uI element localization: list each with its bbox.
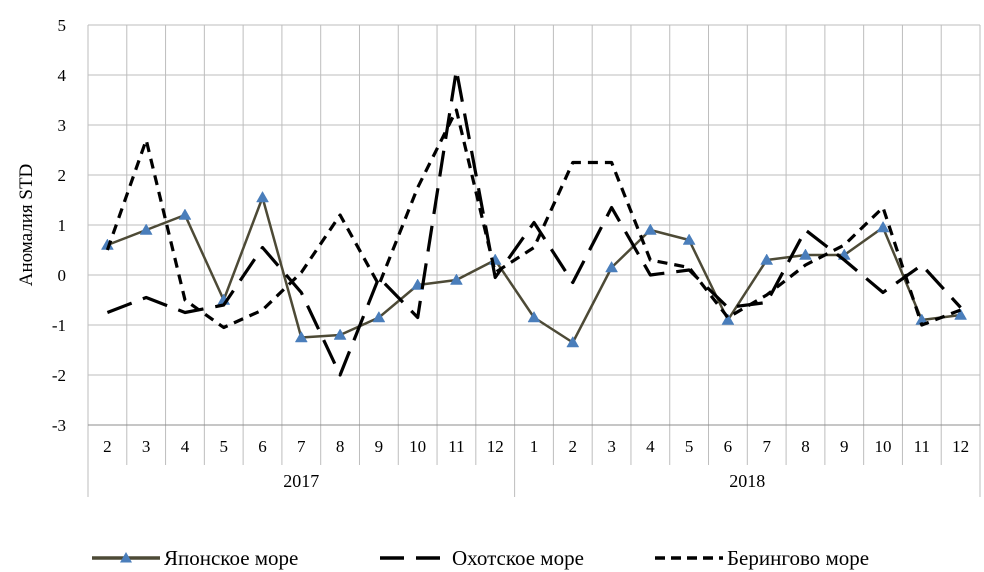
- x-tick-label: 5: [219, 437, 228, 456]
- x-tick-label: 7: [762, 437, 771, 456]
- data-point-marker: [527, 310, 541, 323]
- x-tick-label: 4: [646, 437, 655, 456]
- x-tick-label: 7: [297, 437, 306, 456]
- x-tick-label: 2: [103, 437, 112, 456]
- y-tick-label: -2: [52, 366, 66, 385]
- data-point-marker: [566, 335, 580, 348]
- y-tick-label: -1: [52, 316, 66, 335]
- data-point-marker: [294, 330, 308, 343]
- legend-label: Берингово море: [727, 546, 869, 570]
- legend-marker: [120, 552, 132, 563]
- x-tick-label: 9: [840, 437, 849, 456]
- year-label: 2018: [729, 471, 765, 491]
- y-tick-label: 1: [58, 216, 67, 235]
- x-tick-label: 10: [875, 437, 892, 456]
- data-point-marker: [876, 220, 890, 233]
- x-tick-label: 8: [336, 437, 345, 456]
- data-point-marker: [643, 223, 657, 235]
- x-tick-label: 12: [952, 437, 969, 456]
- data-point-marker: [450, 273, 463, 285]
- year-label: 2017: [283, 471, 319, 491]
- y-axis-ticks: -3 -2 -1 0 1 2 3 4 5: [52, 16, 67, 435]
- series-line-1: [106, 68, 962, 377]
- x-tick-label: 2: [569, 437, 578, 456]
- data-point-marker: [411, 278, 425, 290]
- data-point-marker: [372, 310, 386, 323]
- x-tick-label: 6: [258, 437, 267, 456]
- data-point-marker: [178, 208, 192, 220]
- legend-label: Японское море: [164, 546, 298, 570]
- x-tick-label: 11: [448, 437, 464, 456]
- data-point-marker: [799, 248, 812, 260]
- x-tick-label: 5: [685, 437, 694, 456]
- data-point-marker: [682, 233, 696, 245]
- y-tick-label: 4: [58, 66, 67, 85]
- x-tick-label: 3: [142, 437, 151, 456]
- legend-label: Охотское море: [452, 546, 584, 570]
- x-tick-label: 1: [530, 437, 539, 456]
- data-point-marker: [760, 253, 774, 265]
- series-group: [100, 68, 968, 377]
- gridlines: [87, 24, 981, 426]
- y-axis-label: Аномалия STD: [16, 164, 37, 287]
- data-point-marker: [605, 260, 618, 273]
- y-tick-label: 0: [58, 266, 67, 285]
- y-tick-label: 3: [58, 116, 67, 135]
- x-tick-label: 11: [914, 437, 930, 456]
- y-tick-label: 2: [58, 166, 67, 185]
- x-tick-label: 6: [724, 437, 733, 456]
- x-tick-label: 10: [409, 437, 426, 456]
- x-tick-label: 3: [607, 437, 616, 456]
- data-point-marker: [954, 308, 968, 320]
- data-point-marker: [721, 313, 735, 325]
- x-tick-label: 12: [487, 437, 504, 456]
- legend: Японское море Охотское море Берингово море: [92, 546, 869, 570]
- data-point-marker: [139, 223, 153, 235]
- y-tick-label: -3: [52, 416, 66, 435]
- x-tick-label: 9: [375, 437, 384, 456]
- y-tick-label: 5: [58, 16, 67, 35]
- x-tick-label: 4: [181, 437, 190, 456]
- x-tick-label: 8: [801, 437, 810, 456]
- series-line-2: [105, 108, 962, 330]
- data-point-marker: [333, 328, 347, 340]
- data-point-marker: [256, 190, 269, 203]
